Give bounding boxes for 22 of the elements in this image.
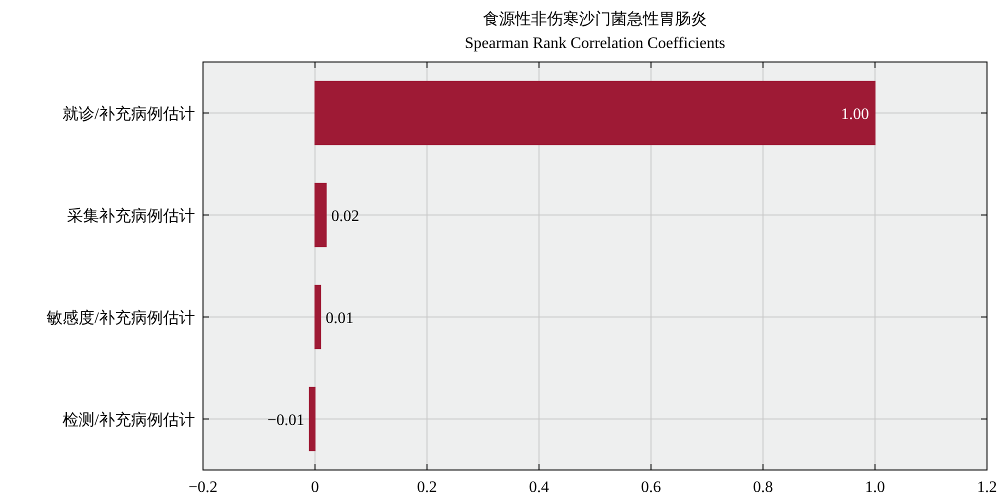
x-tick-label: 0.4 — [529, 479, 549, 494]
bar — [314, 80, 876, 146]
data-label: 1.00 — [841, 106, 869, 123]
chart-subtitle: Spearman Rank Correlation Coefficients — [464, 35, 726, 52]
x-tick-label: 0.2 — [417, 479, 437, 494]
y-tick-label: 敏感度/补充病例估计 — [46, 309, 195, 327]
x-tick-label: 0 — [311, 479, 319, 494]
bar — [308, 386, 316, 452]
data-label: 0.01 — [326, 310, 354, 327]
y-tick-label: 检测/补充病例估计 — [62, 411, 195, 429]
x-tick-label: 0.8 — [753, 479, 773, 494]
y-tick-label: 采集补充病例估计 — [67, 207, 195, 225]
bar — [314, 284, 322, 350]
data-label: 0.02 — [331, 208, 360, 225]
chart-title: 食源性非伤寒沙门菌急性胃肠炎 — [483, 10, 707, 28]
data-label: −0.01 — [267, 412, 304, 429]
x-tick-label: 0.6 — [641, 479, 661, 494]
x-tick-label: −0.2 — [188, 479, 218, 494]
x-tick-label: 1.2 — [977, 479, 997, 494]
x-tick-label: 1.0 — [865, 479, 885, 494]
bar — [314, 182, 327, 248]
y-tick-label: 就诊/补充病例估计 — [62, 105, 195, 123]
